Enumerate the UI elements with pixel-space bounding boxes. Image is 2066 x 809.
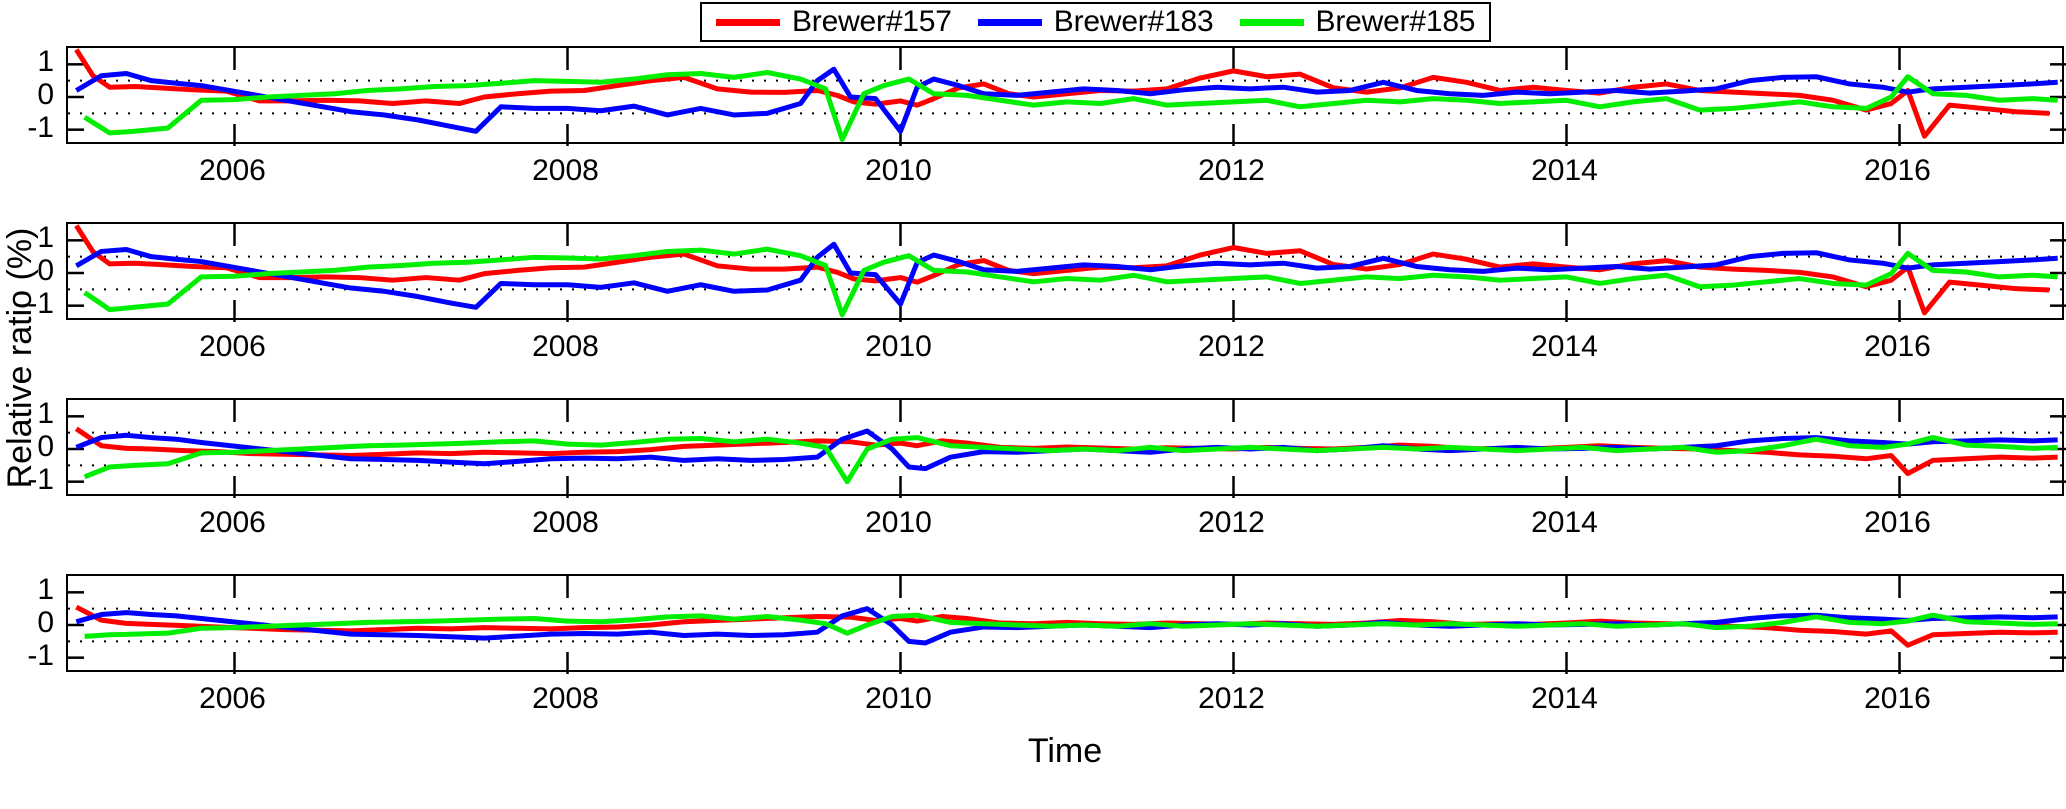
panel-4 [66,574,2066,674]
y-tick-label: -1 [27,110,54,144]
panel-3 [66,398,2066,498]
x-tick-label: 2010 [865,682,932,715]
series-line-brewer-185 [84,612,2058,639]
x-tick-label: 2012 [1198,330,1265,363]
y-tick-label: 1 [37,573,54,607]
y-tick-label: 0 [37,78,54,111]
x-tick-label: 2014 [1531,154,1598,187]
x-tick-label: 2006 [199,154,266,187]
legend-label: Brewer#183 [1053,5,1214,38]
y-tick-label: 1 [37,45,54,79]
series-line-brewer-183 [75,241,2058,310]
plot-area-1 [68,48,2066,146]
x-tick-label: 2014 [1531,682,1598,715]
x-tick-label: 2014 [1531,330,1598,363]
x-tick-label: 2008 [532,154,599,187]
y-tick-label: 1 [37,397,54,431]
x-axis-title: Time [1027,732,1103,770]
x-tick-label: 2014 [1531,506,1598,539]
y-tick-label: 1 [37,221,54,255]
x-tick-label: 2008 [532,682,599,715]
panel-1 [66,46,2066,146]
series-line-brewer-183 [75,66,2058,134]
y-tick-label: 0 [37,254,54,287]
x-tick-label: 2008 [532,506,599,539]
legend-entry-brewer-185[interactable]: Brewer#185 [1239,5,1476,38]
x-tick-label: 2012 [1198,506,1265,539]
series-line-brewer-185 [83,70,2058,142]
legend-label: Brewer#157 [792,5,952,38]
y-tick-label: -1 [27,286,54,320]
x-tick-label: 2012 [1198,154,1265,187]
x-tick-label: 2006 [199,506,266,539]
plot-area-3 [68,400,2066,498]
y-axis-title: Relative ratio (%) [1,227,39,489]
x-tick-label: 2016 [1864,506,1931,539]
x-tick-label: 2010 [865,330,932,363]
legend-entry-brewer-157[interactable]: Brewer#157 [716,7,952,37]
x-tick-label: 2006 [199,682,266,715]
plot-area-4 [68,576,2066,674]
x-tick-label: 2008 [532,330,599,363]
y-tick-label: 0 [37,606,54,639]
chart-legend[interactable]: Brewer#157 Brewer#183 Brewer#185 [700,2,1492,42]
legend-line-swatch-icon [977,18,1042,26]
legend-line-swatch-icon [1239,18,1304,26]
legend-entry-brewer-183[interactable]: Brewer#183 [977,5,1214,38]
x-tick-label: 2016 [1864,154,1931,187]
x-tick-label: 2006 [199,330,266,363]
x-tick-label: 2010 [865,506,932,539]
plot-area-2 [68,224,2066,322]
panel-2 [66,222,2066,322]
y-tick-label: 0 [37,430,54,463]
legend-label: Brewer#185 [1315,5,1476,38]
x-tick-label: 2012 [1198,682,1265,715]
series-line-brewer-185 [83,435,2058,485]
x-tick-label: 2016 [1864,682,1931,715]
y-tick-label: -1 [27,638,54,672]
x-tick-label: 2010 [865,154,932,187]
series-line-brewer-185 [83,246,2058,318]
x-tick-label: 2016 [1864,330,1931,363]
legend-line-swatch-icon [716,18,780,26]
y-tick-label: -1 [27,462,54,496]
